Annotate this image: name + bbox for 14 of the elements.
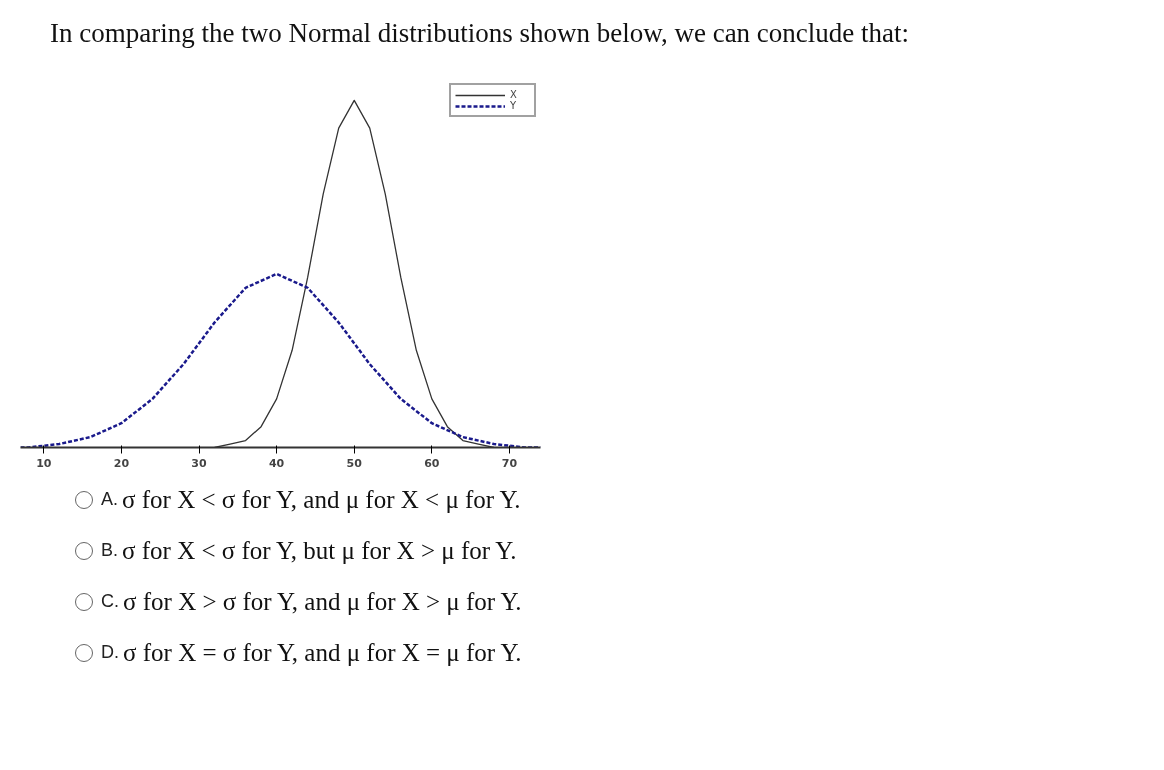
legend-label: X (510, 89, 518, 100)
chart-title: In comparing the two Normal distributions shown below, we can conclude that: (50, 17, 910, 50)
x-tick-label: 20 (113, 456, 130, 470)
text: B. σ for X < σ for Y, but μ for X > μ for Y. (101, 535, 517, 566)
legend-label: Y (510, 100, 518, 111)
text: A. σ for X < σ for Y, and μ for X < μ for Y. (101, 484, 521, 515)
text: D. σ for X = σ for Y, and μ for X = μ for Y. (101, 637, 522, 668)
x-tick-label: 10 (36, 456, 52, 470)
x-tick-label: 50 (346, 456, 363, 470)
text: C. σ for X > σ for Y, and μ for X > μ for Y. (101, 586, 522, 617)
x-tick-label: 60 (424, 456, 440, 470)
x-tick-label: 30 (191, 456, 208, 470)
x-tick-label: 40 (268, 456, 285, 470)
x-tick-label: 70 (501, 456, 518, 470)
